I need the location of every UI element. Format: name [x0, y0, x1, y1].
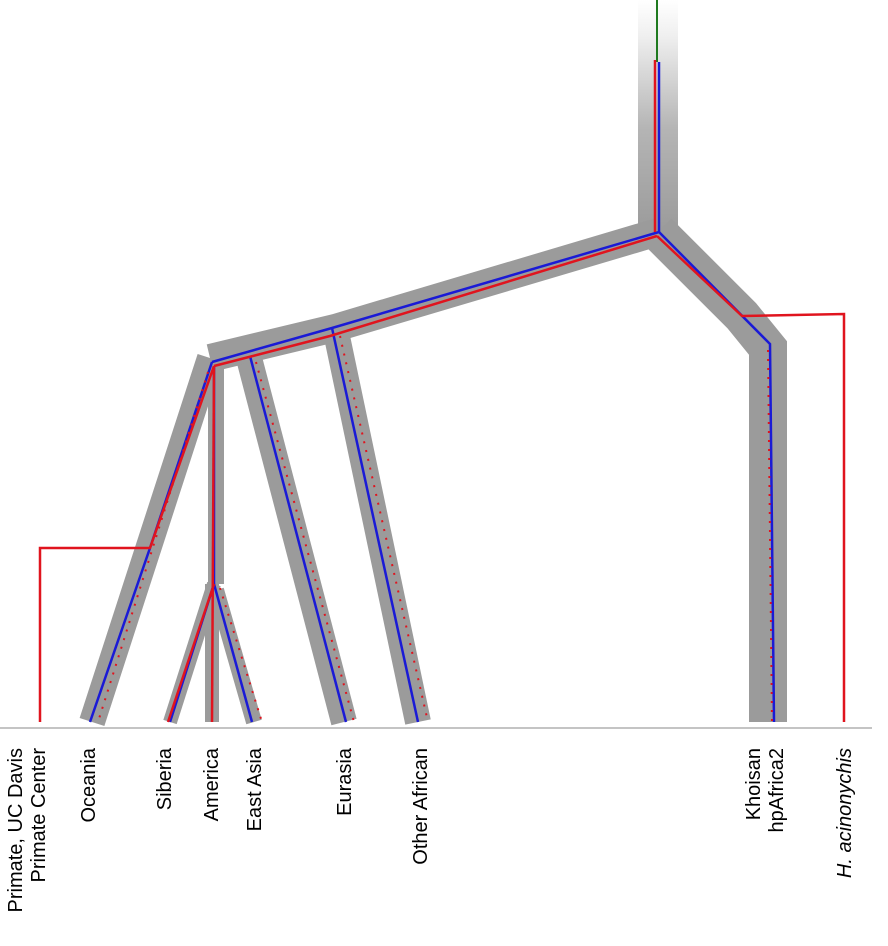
label-acinonychis: H. acinonychis	[834, 748, 856, 878]
label-eurasia: Eurasia	[334, 747, 356, 816]
label-khoisan-line2: hpAfrica2	[766, 748, 788, 833]
blue-other-african	[330, 327, 420, 723]
blue-east-asia	[212, 583, 254, 723]
label-siberia: Siberia	[154, 747, 176, 810]
khoisan-band	[644, 218, 787, 722]
dotted-east-asia	[219, 587, 263, 723]
eurasia-band	[237, 358, 357, 726]
population-bands	[79, 0, 787, 727]
label-other-african: Other African	[410, 748, 432, 865]
leaf-labels: Primate, UC Davis Primate Center Oceania…	[5, 747, 856, 912]
dotted-paths	[97, 335, 773, 723]
label-oceania: Oceania	[78, 747, 100, 822]
human-gene-tree	[38, 60, 846, 723]
red-trunk	[213, 234, 658, 368]
blue-khoisan	[658, 231, 776, 723]
blue-trunk	[211, 230, 660, 364]
red-siberia	[166, 583, 216, 723]
label-east-asia: East Asia	[244, 747, 266, 831]
red-oceania-to-primate	[38, 365, 216, 722]
label-khoisan-line1: Khoisan	[743, 748, 765, 820]
red-acinonychis	[656, 235, 846, 722]
blue-eurasia	[248, 355, 348, 723]
label-america: America	[201, 747, 223, 821]
label-primate-line1: Primate, UC Davis	[5, 748, 27, 912]
label-primate-line2: Primate Center	[28, 748, 50, 883]
red-america	[210, 365, 216, 723]
